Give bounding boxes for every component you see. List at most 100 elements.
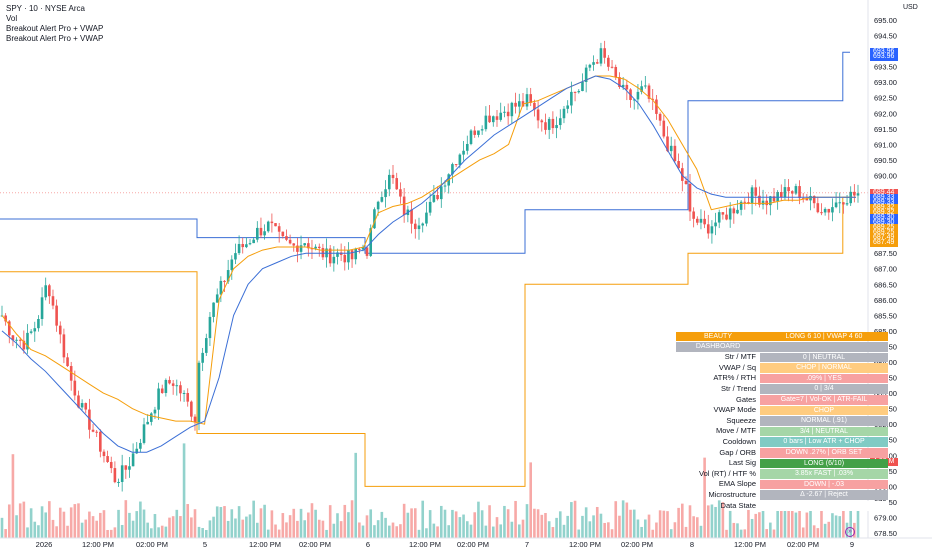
candle-body xyxy=(259,227,263,236)
candle-body xyxy=(706,224,710,234)
volume-bar xyxy=(603,522,606,538)
symbol-title[interactable]: SPY · 10 · NYSE Arca xyxy=(6,4,85,13)
volume-bar xyxy=(307,512,310,538)
price-tick-label: 686.50 xyxy=(874,280,897,289)
volume-bar xyxy=(62,511,66,538)
volume-bar xyxy=(142,509,146,538)
volume-bar xyxy=(256,522,259,538)
volume-bar xyxy=(495,517,499,538)
volume-bar xyxy=(7,504,11,538)
candle-body xyxy=(842,202,845,205)
candle-body xyxy=(477,130,480,135)
candle-body xyxy=(343,254,347,263)
volume-bar xyxy=(95,520,98,538)
candle-body xyxy=(736,209,739,214)
volume-bar xyxy=(223,506,226,538)
volume-bar xyxy=(157,527,160,538)
candle-body xyxy=(350,250,354,260)
candle-body xyxy=(164,379,168,393)
candle-body xyxy=(603,48,606,58)
volume-bar xyxy=(776,507,779,538)
price-tick-label: 679.00 xyxy=(874,513,897,522)
candle-body xyxy=(215,294,219,303)
price-tick-label: 690.50 xyxy=(874,156,897,165)
indicator-label-breakout-1[interactable]: Breakout Alert Pro + VWAP xyxy=(6,24,104,33)
candle-body xyxy=(182,392,186,394)
candle-body xyxy=(458,154,462,165)
price-tag: 693.96 xyxy=(870,53,898,62)
volume-bar xyxy=(106,529,109,538)
candle-body xyxy=(831,207,834,213)
volume-bar xyxy=(736,523,739,538)
time-tick-label: 6 xyxy=(366,540,370,549)
volume-bar xyxy=(750,518,754,538)
dashboard-row-label: VWAP / Sq xyxy=(718,362,756,372)
volume-bar xyxy=(696,517,699,538)
time-tick-label: 12:00 PM xyxy=(409,540,441,549)
time-tick-label: 12:00 PM xyxy=(569,540,601,549)
volume-bar xyxy=(536,509,540,538)
candle-body xyxy=(790,191,794,194)
volume-bar xyxy=(234,518,237,538)
volume-bar xyxy=(369,509,373,538)
price-tag: 689.32 xyxy=(870,208,898,217)
dashboard-row: Str / Trend 0 | 3/4 xyxy=(676,384,888,395)
candle-body xyxy=(307,243,310,249)
dashboard-row-label: ATR% / RTH xyxy=(713,373,756,383)
volume-bar xyxy=(84,519,88,538)
go-to-realtime-icon[interactable]: » xyxy=(845,527,855,537)
volume-bar xyxy=(570,502,573,538)
candle-body xyxy=(226,270,230,282)
volume-bar xyxy=(454,511,458,538)
volume-bar xyxy=(402,503,406,538)
candle-body xyxy=(270,221,274,224)
price-tick-label: 687.00 xyxy=(874,265,897,274)
candle-body xyxy=(732,208,736,214)
indicator-label-breakout-2[interactable]: Breakout Alert Pro + VWAP xyxy=(6,34,104,43)
candle-body xyxy=(29,331,33,333)
candle-body xyxy=(15,339,18,341)
candle-body xyxy=(607,57,610,67)
volume-bar xyxy=(647,514,651,538)
dashboard-table: BEAUTY LONG 6 10 | VWAP 4 60 DASHBOARD S… xyxy=(676,331,888,511)
volume-bar xyxy=(332,523,336,538)
volume-bar xyxy=(673,522,677,538)
volume-bar xyxy=(215,506,219,538)
candle-body xyxy=(473,130,477,135)
candle-body xyxy=(809,195,812,201)
candle-body xyxy=(599,48,603,64)
candle-body xyxy=(669,145,673,152)
volume-bar xyxy=(540,514,544,538)
candle-body xyxy=(241,243,245,248)
dashboard-row: Str / MTF 0 | NEUTRAL xyxy=(676,352,888,363)
time-axis[interactable]: 2026 12:00 PM 02:00 PM 5 12:00 PM 02:00 PM 6 12… xyxy=(36,540,854,549)
candle-body xyxy=(703,218,706,225)
volume-bar xyxy=(310,503,314,538)
volume-bar xyxy=(772,529,776,538)
price-tick-label: 686.00 xyxy=(874,296,897,305)
candle-body xyxy=(761,200,765,205)
volume-bar xyxy=(193,509,197,538)
volume-bar xyxy=(780,503,783,538)
candle-body xyxy=(37,319,40,329)
candle-body xyxy=(410,209,413,224)
candle-body xyxy=(95,431,98,433)
candle-body xyxy=(717,212,721,223)
candle-body xyxy=(402,196,406,216)
candle-body xyxy=(533,102,536,110)
candle-body xyxy=(44,285,47,298)
candle-body xyxy=(120,465,124,482)
dashboard-row-label: Cooldown xyxy=(722,436,756,446)
volume-bar xyxy=(182,443,186,538)
candle-body xyxy=(299,245,303,252)
candle-body xyxy=(186,392,190,402)
candle-body xyxy=(547,118,551,130)
volume-bar xyxy=(812,525,816,538)
volume-bar xyxy=(241,519,245,538)
candle-body xyxy=(102,451,106,457)
indicator-label-vol[interactable]: Vol xyxy=(6,14,18,23)
volume-bar xyxy=(55,526,58,538)
candle-body xyxy=(588,64,592,68)
volume-bar xyxy=(714,506,717,538)
candle-body xyxy=(529,94,532,103)
